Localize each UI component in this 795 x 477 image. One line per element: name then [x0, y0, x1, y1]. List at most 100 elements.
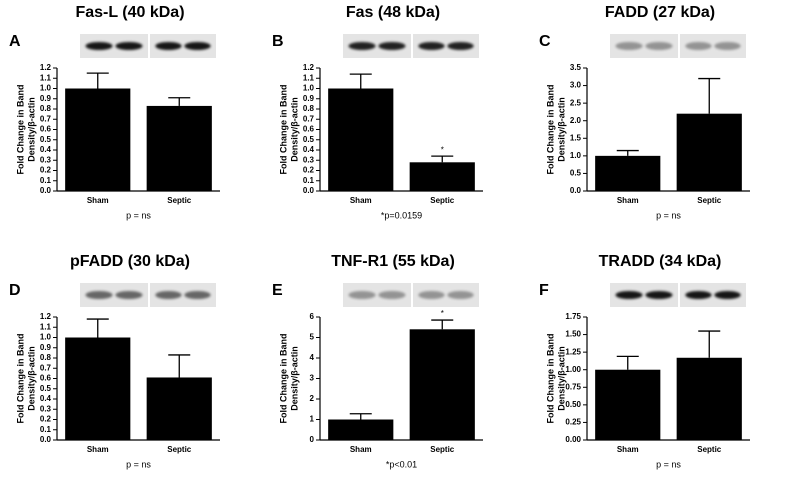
- y-tick-label: 0.0: [40, 186, 52, 195]
- y-tick-label: 0.6: [40, 125, 52, 134]
- y-tick-label: 0.9: [40, 94, 52, 103]
- y-axis-label: Fold Change in Band: [278, 85, 288, 175]
- y-tick-label: 0.5: [303, 135, 315, 144]
- panel: Fas-L (40 kDa) A Fold Change in Band Densit…: [9, 4, 220, 220]
- y-tick-label: 0.8: [303, 104, 315, 113]
- y-axis-label: Density/β-actin: [289, 346, 299, 411]
- p-value-note: p = ns: [126, 459, 151, 469]
- panel: TNF-R1 (55 kDa) E Fold Change in Band Densi…: [272, 253, 483, 469]
- y-tick-label: 3.0: [570, 81, 582, 90]
- blot-band: [615, 42, 643, 50]
- y-axis-label: Density/β-actin: [556, 97, 566, 162]
- p-value-note: p = ns: [656, 459, 681, 469]
- y-tick-label: 1.0: [40, 333, 52, 342]
- x-tick-label: Sham: [87, 445, 109, 454]
- p-value-note: p = ns: [126, 210, 151, 220]
- y-tick-label: 0.3: [40, 404, 52, 413]
- x-tick-label: Sham: [350, 445, 372, 454]
- blot-band: [685, 42, 712, 50]
- y-axis-label: Fold Change in Band: [278, 334, 288, 424]
- y-tick-label: 1.1: [40, 322, 52, 331]
- x-tick-label: Septic: [697, 445, 722, 454]
- y-tick-label: 0.7: [40, 363, 52, 372]
- bar: [328, 419, 394, 440]
- y-tick-label: 1.1: [40, 73, 52, 82]
- blot-band: [85, 291, 113, 299]
- blot-band: [418, 291, 445, 299]
- y-tick-label: 0.2: [303, 166, 315, 175]
- blot-band: [184, 42, 211, 50]
- blot-band: [645, 291, 673, 299]
- y-tick-label: 3.5: [570, 63, 582, 72]
- y-tick-label: 0.7: [40, 114, 52, 123]
- panel-letter: B: [272, 33, 284, 50]
- blot-band: [348, 42, 376, 50]
- panel-letter: D: [9, 282, 21, 299]
- bar: [65, 337, 131, 440]
- x-tick-label: Septic: [167, 196, 192, 205]
- y-tick-label: 0.8: [40, 104, 52, 113]
- blot-band: [447, 291, 474, 299]
- y-tick-label: 0.0: [303, 186, 315, 195]
- panel-title: Fas (48 kDa): [346, 4, 440, 21]
- panel: FADD (27 kDa) C Fold Change in Band Density…: [539, 4, 750, 220]
- bar: [65, 88, 131, 191]
- blot-band: [378, 291, 406, 299]
- blot-band: [85, 42, 113, 50]
- p-value-note: *p=0.0159: [381, 210, 422, 220]
- y-tick-label: 0.4: [40, 394, 52, 403]
- panel-title: Fas-L (40 kDa): [75, 4, 184, 21]
- x-tick-label: Septic: [430, 196, 455, 205]
- panel-title: TNF-R1 (55 kDa): [331, 253, 455, 270]
- y-tick-label: 1.25: [565, 347, 581, 356]
- blot-band: [418, 42, 445, 50]
- bar: [595, 155, 661, 191]
- blot-band: [714, 291, 741, 299]
- x-tick-label: Sham: [350, 196, 372, 205]
- y-tick-label: 0.00: [565, 435, 581, 444]
- y-axis-label: Fold Change in Band: [15, 334, 25, 424]
- y-tick-label: 1.0: [303, 84, 315, 93]
- y-tick-label: 0.0: [40, 435, 52, 444]
- bar: [328, 88, 394, 191]
- y-tick-label: 0.6: [303, 125, 315, 134]
- y-tick-label: 1.2: [303, 63, 315, 72]
- y-tick-label: 1.00: [565, 365, 581, 374]
- y-tick-label: 0.50: [565, 400, 581, 409]
- y-tick-label: 0.0: [570, 186, 582, 195]
- bar: [676, 357, 742, 440]
- y-tick-label: 1.75: [565, 312, 581, 321]
- blot-band: [685, 291, 712, 299]
- blot-band: [184, 291, 211, 299]
- y-tick-label: 0.25: [565, 418, 581, 427]
- panel-letter: C: [539, 33, 551, 50]
- y-tick-label: 1.2: [40, 312, 52, 321]
- y-tick-label: 6: [310, 312, 315, 321]
- x-tick-label: Sham: [87, 196, 109, 205]
- y-tick-label: 0.1: [303, 176, 315, 185]
- y-tick-label: 2: [310, 394, 315, 403]
- panel: pFADD (30 kDa) D Fold Change in Band Densit…: [9, 253, 220, 469]
- y-tick-label: 0.1: [40, 425, 52, 434]
- y-tick-label: 0: [310, 435, 315, 444]
- significance-star: *: [441, 145, 444, 154]
- x-tick-label: Sham: [617, 196, 639, 205]
- bar: [409, 329, 475, 440]
- x-tick-label: Sham: [617, 445, 639, 454]
- y-tick-label: 2.5: [570, 98, 582, 107]
- y-tick-label: 1.2: [40, 63, 52, 72]
- y-tick-label: 1.5: [570, 133, 582, 142]
- y-tick-label: 3: [310, 374, 315, 383]
- y-axis-label: Fold Change in Band: [15, 85, 25, 175]
- y-tick-label: 0.1: [40, 176, 52, 185]
- y-tick-label: 0.8: [40, 353, 52, 362]
- significance-star: *: [441, 309, 444, 318]
- y-tick-label: 0.3: [303, 155, 315, 164]
- y-tick-label: 0.3: [40, 155, 52, 164]
- blot-band: [447, 42, 474, 50]
- panel-title: TRADD (34 kDa): [599, 253, 722, 270]
- blot-band: [645, 42, 673, 50]
- y-tick-label: 0.6: [40, 374, 52, 383]
- y-tick-label: 0.4: [40, 145, 52, 154]
